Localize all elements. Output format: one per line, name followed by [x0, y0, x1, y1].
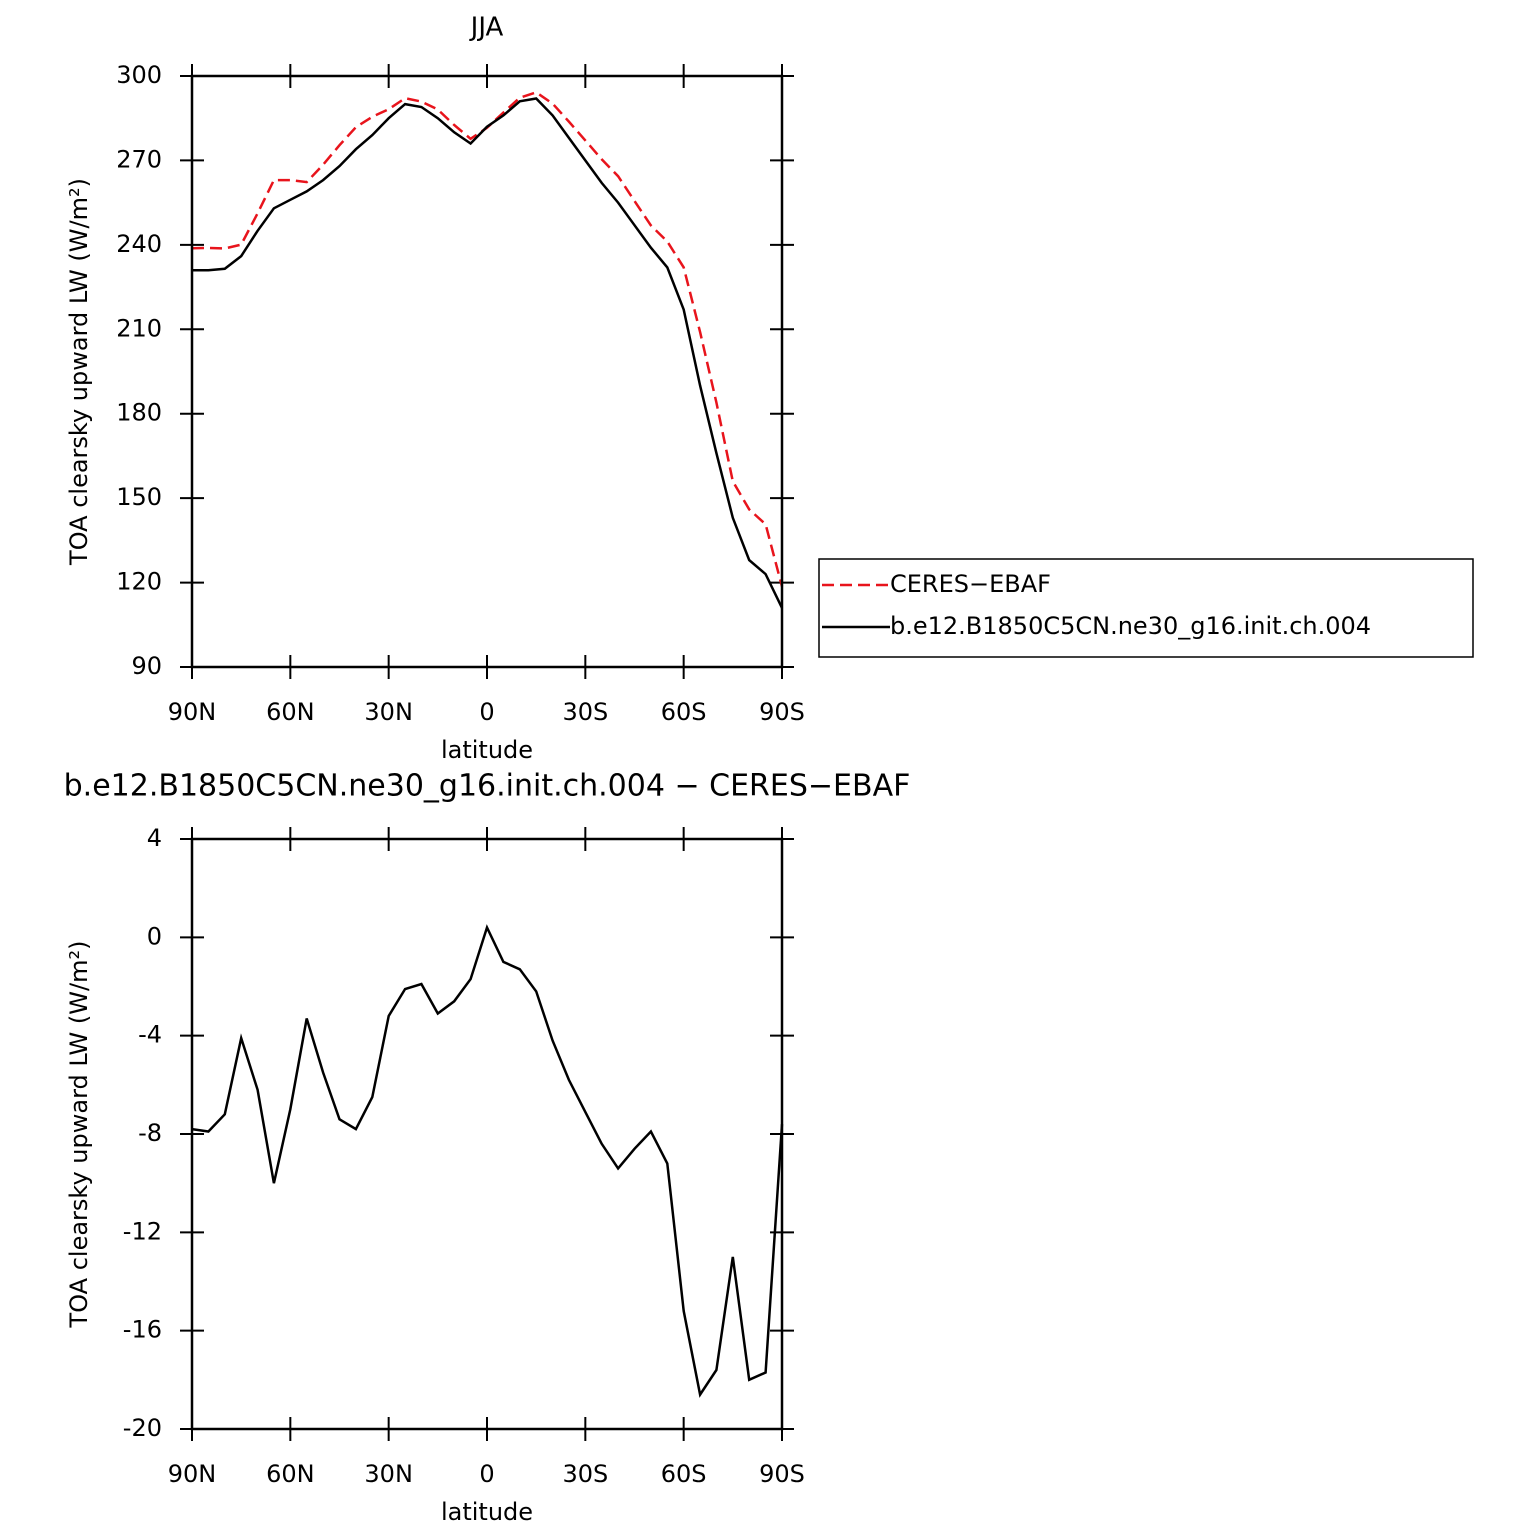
y-tick-label: -16: [123, 1316, 162, 1344]
x-tick-label: 60S: [661, 1460, 707, 1488]
x-tick-label: 90S: [759, 698, 805, 726]
plot-frame: [190, 74, 784, 669]
x-axis-label: latitude: [441, 736, 533, 764]
x-tick-label: 30S: [562, 1460, 608, 1488]
series-line: [191, 924, 784, 1398]
y-tick-label: 210: [116, 314, 162, 342]
legend-label: CERES−EBAF: [890, 570, 1051, 598]
y-tick-label: -20: [123, 1414, 162, 1442]
y-tick-label: 300: [116, 61, 162, 89]
legend-box: [818, 558, 1474, 658]
x-tick-label: 90S: [759, 1460, 805, 1488]
y-tick-label: -8: [138, 1119, 162, 1147]
y-axis-label: TOA clearsky upward LW (W/m²): [65, 178, 93, 566]
y-tick-label: 90: [131, 652, 162, 680]
y-tick-label: 180: [116, 399, 162, 427]
x-tick-label: 90N: [168, 1460, 217, 1488]
legend-label: b.e12.B1850C5CN.ne30_g16.init.ch.004: [890, 612, 1371, 640]
x-tick-label: 30S: [562, 698, 608, 726]
chart-title: b.e12.B1850C5CN.ne30_g16.init.ch.004 − C…: [64, 769, 911, 804]
x-tick-label: 0: [479, 1460, 494, 1488]
chart-title: JJA: [469, 13, 504, 43]
y-axis-label: TOA clearsky upward LW (W/m²): [65, 941, 93, 1329]
y-tick-label: 120: [116, 568, 162, 596]
x-tick-label: 60N: [266, 1460, 315, 1488]
x-tick-label: 30N: [364, 1460, 413, 1488]
y-tick-label: 4: [147, 824, 162, 852]
y-tick-label: -4: [138, 1021, 162, 1049]
x-tick-label: 90N: [168, 698, 217, 726]
series-line: [191, 90, 784, 587]
y-tick-label: 240: [116, 230, 162, 258]
legend: CERES−EBAF b.e12.B1850C5CN.ne30_g16.init.…: [818, 558, 1474, 658]
series-line: [192, 97, 784, 609]
y-tick-label: 270: [116, 145, 162, 173]
y-tick-label: 0: [147, 922, 162, 950]
plot-frame: [190, 837, 784, 1431]
y-tick-label: 150: [116, 483, 162, 511]
y-tick-label: -12: [123, 1217, 162, 1245]
x-tick-label: 60N: [266, 698, 315, 726]
x-tick-label: 30N: [364, 698, 413, 726]
x-axis-label: latitude: [441, 1498, 533, 1526]
x-tick-label: 0: [479, 698, 494, 726]
x-tick-label: 60S: [661, 698, 707, 726]
